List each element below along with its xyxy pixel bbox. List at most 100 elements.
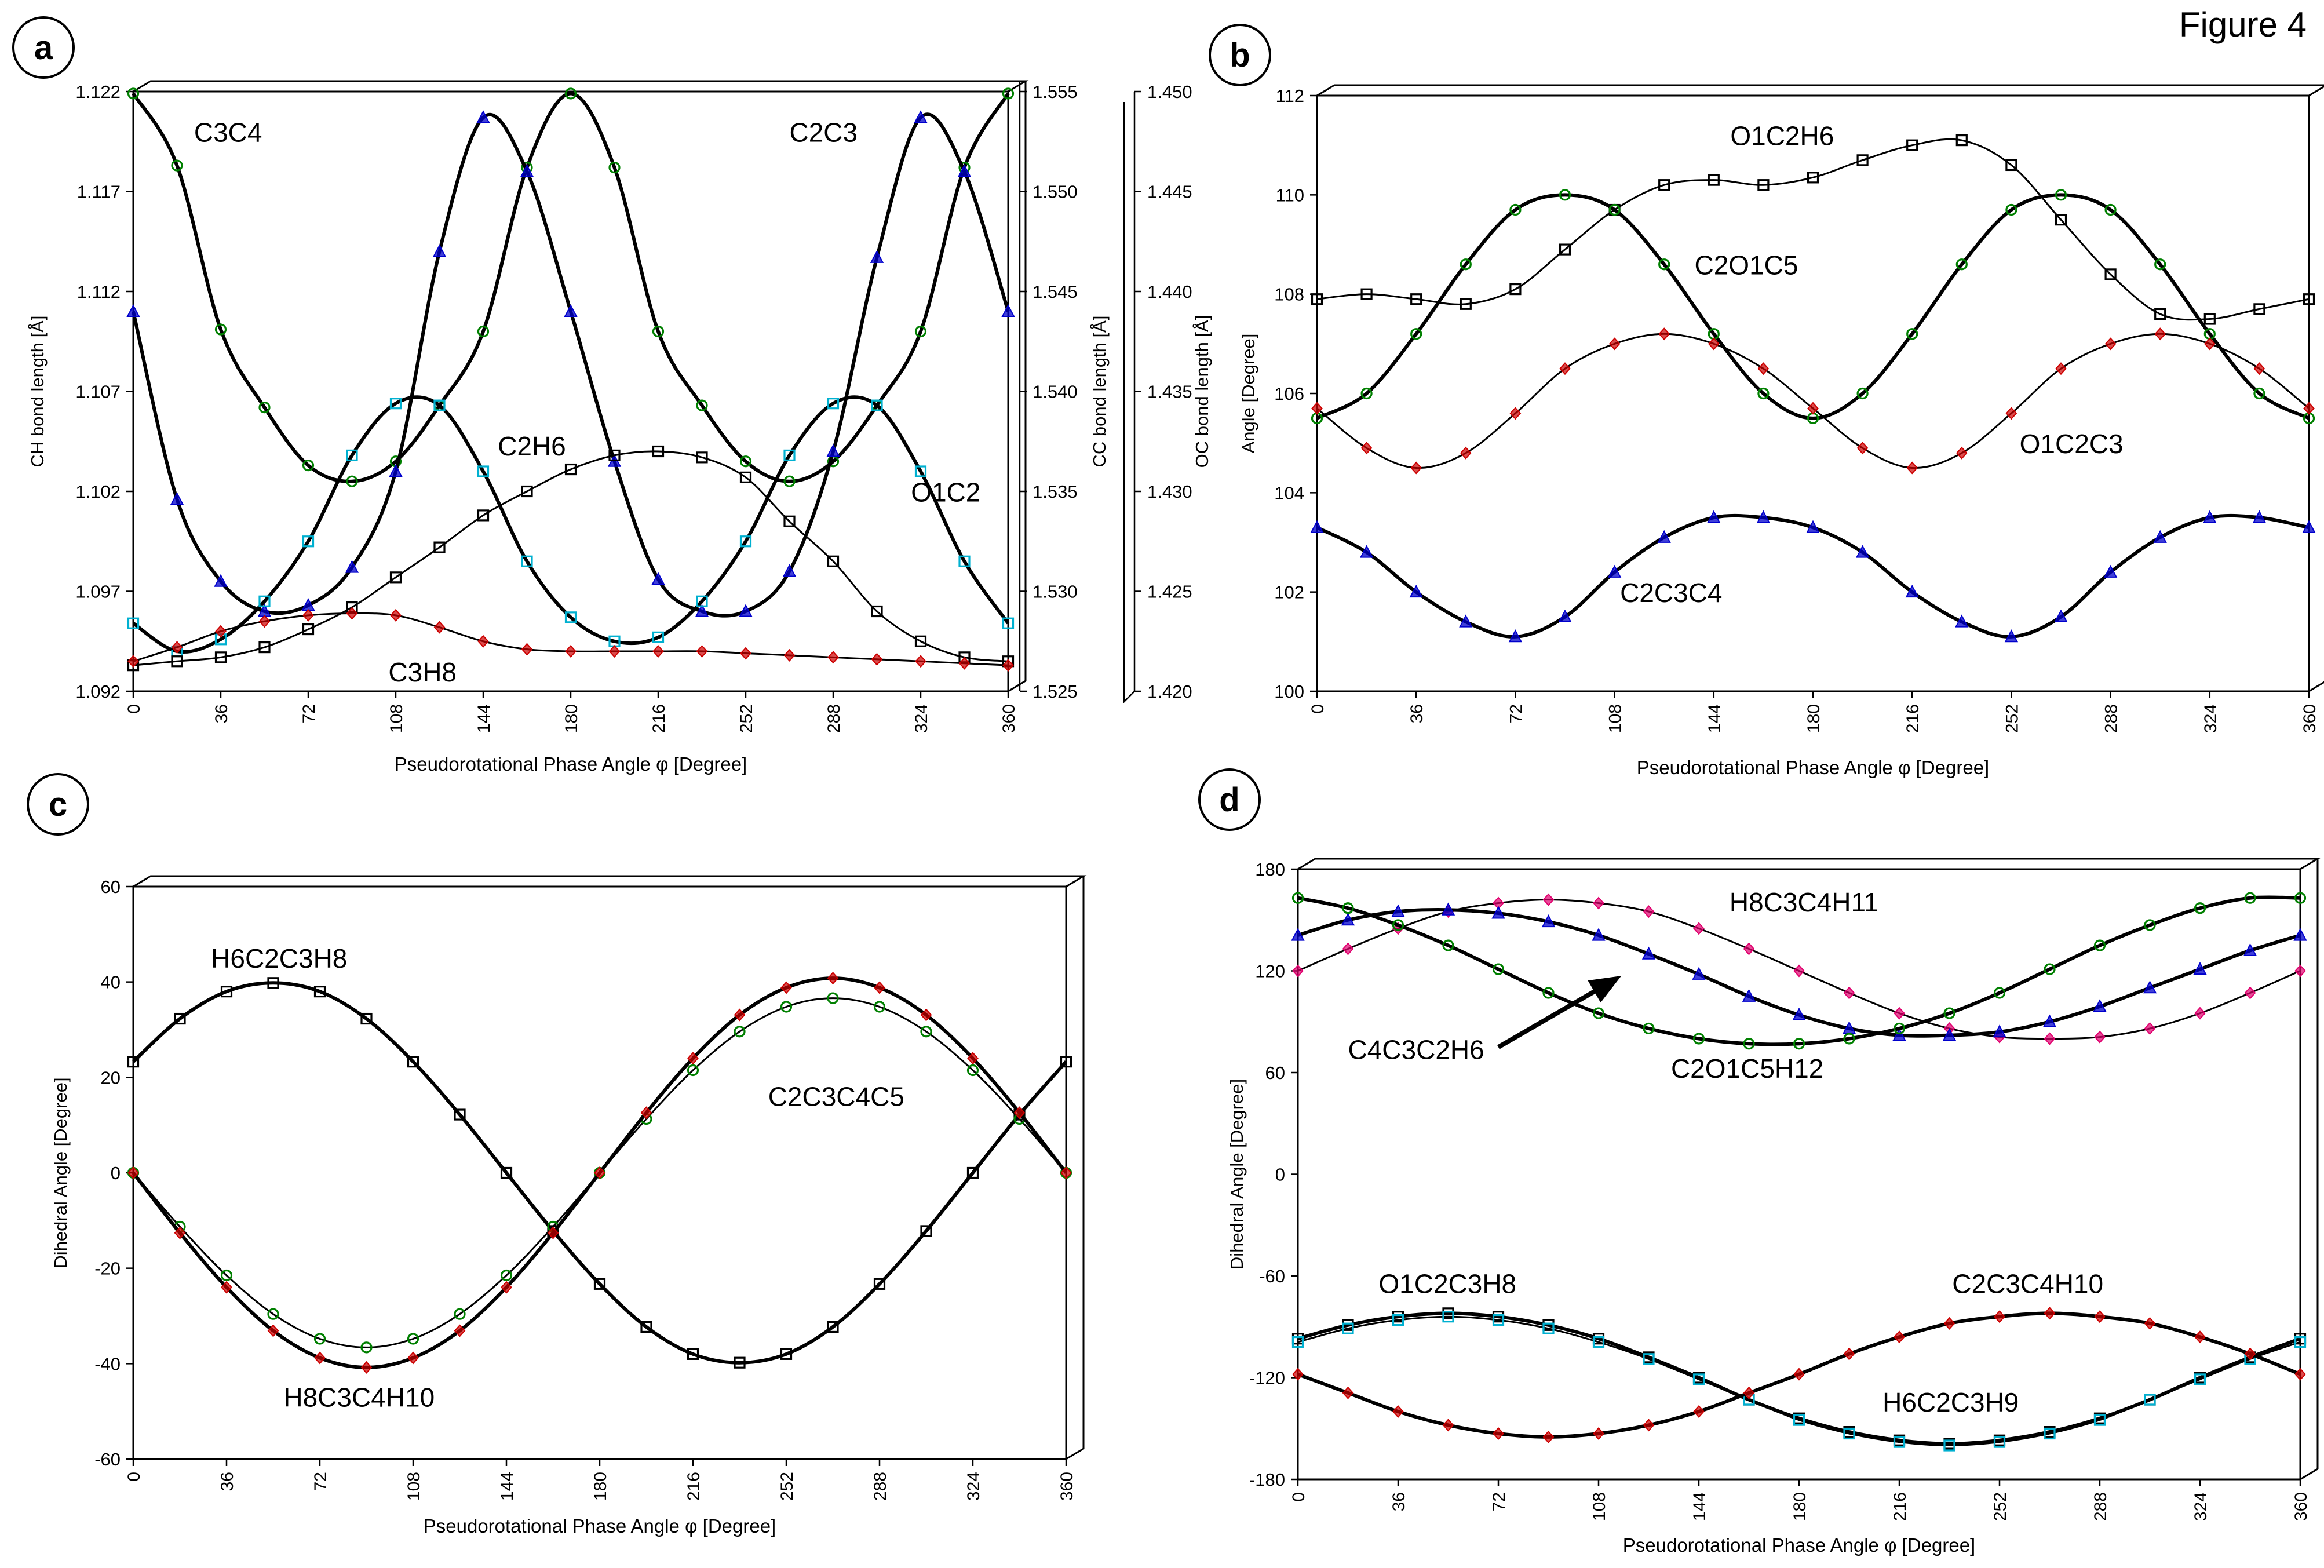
data-point xyxy=(1442,1419,1454,1432)
data-point xyxy=(565,645,577,658)
data-point xyxy=(1658,258,1670,271)
y-axis-title: CC bond length [Å] xyxy=(1089,316,1110,468)
plot-frame xyxy=(1297,858,2321,1481)
panel-c: c 0 36 72 108 144 180 216 252 288 324 360 Pseudorota… xyxy=(27,773,1087,1537)
data-point xyxy=(827,651,839,664)
data-point xyxy=(2144,1022,2156,1035)
data-point xyxy=(1342,942,1354,956)
data-point xyxy=(346,449,358,462)
y-axis-title: Dihedral Angle [Degree] xyxy=(1227,1079,1247,1270)
x-tick-label: 144 xyxy=(1705,704,1724,733)
data-point xyxy=(2144,1394,2156,1406)
x-axis: 0 36 72 108 144 180 216 252 288 324 360 xyxy=(1308,691,2319,733)
data-point xyxy=(1542,893,1555,906)
data-point xyxy=(1643,905,1655,918)
data-point xyxy=(1955,446,1968,460)
data-point xyxy=(783,449,796,462)
data-point xyxy=(1708,337,1720,351)
data-point xyxy=(1993,987,2006,999)
panel-badge-c: c xyxy=(27,773,89,836)
data-point xyxy=(739,455,752,468)
x-tick-label: 288 xyxy=(2091,1492,2110,1521)
data-point xyxy=(1442,939,1454,951)
data-point xyxy=(389,571,402,584)
y-tick-label: 106 xyxy=(1274,384,1304,404)
data-point xyxy=(966,1166,979,1179)
x-tick-label: 216 xyxy=(1903,704,1922,733)
data-point xyxy=(696,399,708,411)
data-point xyxy=(1757,387,1770,400)
data-point xyxy=(267,1308,279,1320)
data-point xyxy=(1692,1033,1705,1045)
data-point xyxy=(520,164,534,177)
x-axis: 0 36 72 108 144 180 216 252 288 324 360 xyxy=(125,1459,1077,1501)
y-tick-label: 40 xyxy=(101,972,121,993)
data-point xyxy=(1693,922,1705,935)
data-point xyxy=(1542,1322,1555,1334)
data-point xyxy=(826,444,840,457)
series-line xyxy=(1297,895,2301,1046)
data-point xyxy=(2104,203,2117,216)
data-point xyxy=(652,325,665,338)
panel-badge-circle xyxy=(1209,24,1271,86)
data-point xyxy=(1806,520,1820,533)
data-point xyxy=(914,110,928,123)
plot-area-border xyxy=(1297,868,2301,1481)
data-point xyxy=(407,1351,419,1365)
data-point xyxy=(1893,1436,1906,1448)
series-label-C2O1C5: C2O1C5 xyxy=(1695,250,1798,280)
y-tick-label: 1.097 xyxy=(75,582,121,602)
series-C2C3C4 xyxy=(1310,510,2316,643)
data-point xyxy=(1906,139,1918,151)
data-point xyxy=(302,623,315,636)
data-point xyxy=(2044,1307,2056,1320)
series-label-C2C3: C2C3 xyxy=(790,117,858,147)
data-point xyxy=(1292,1368,1304,1381)
data-point xyxy=(2294,964,2306,978)
y-tick-label: 0 xyxy=(1275,1165,1285,1185)
y-axis-ch: 1.092 1.097 1.102 1.107 1.112 1.117 1.122 CH bo… xyxy=(27,82,133,702)
x-tick-label: 216 xyxy=(650,704,669,733)
frame-right-depth xyxy=(2308,681,2324,692)
data-point xyxy=(1793,1368,1805,1381)
series-label-O1C2C3H8: O1C2C3H8 xyxy=(1378,1268,1516,1299)
data-point xyxy=(687,1064,699,1077)
series-label-H6C2C3H8: H6C2C3H8 xyxy=(211,943,347,973)
data-point xyxy=(1693,1405,1705,1418)
figure-title: Figure 4 xyxy=(2179,5,2307,44)
series-C4C3C2H6 xyxy=(1291,902,2307,1041)
data-point xyxy=(1658,179,1670,191)
data-point xyxy=(1793,1038,1805,1050)
data-point xyxy=(127,617,140,629)
frame-top-depth xyxy=(133,875,1087,888)
data-point xyxy=(127,1056,140,1068)
data-point xyxy=(1658,327,1670,341)
panel-badge-label: d xyxy=(1219,781,1239,819)
data-point xyxy=(258,401,271,414)
data-point xyxy=(1593,896,1604,910)
series-line xyxy=(132,112,1010,618)
x-tick-label: 72 xyxy=(1506,704,1526,723)
data-point xyxy=(500,1166,513,1179)
data-point xyxy=(1342,902,1354,914)
data-point xyxy=(214,651,227,663)
data-point xyxy=(1692,1373,1705,1385)
data-point xyxy=(1341,913,1355,926)
y-tick-label: 1.435 xyxy=(1147,382,1192,402)
data-point xyxy=(1643,1022,1655,1035)
y-axis-depth xyxy=(1123,102,1135,704)
data-point xyxy=(1943,1439,1955,1452)
series-line xyxy=(132,92,1010,483)
x-tick-label: 0 xyxy=(125,704,144,714)
y-axis-oc: 1.420 1.425 1.430 1.435 1.440 1.445 1.450 OC bo… xyxy=(1123,82,1212,704)
data-point xyxy=(696,451,708,464)
data-point xyxy=(734,1026,746,1038)
y-tick-label: -120 xyxy=(1249,1368,1285,1388)
data-point xyxy=(1843,1427,1855,1440)
x-tick-label: 360 xyxy=(2292,1492,2311,1521)
panel-d: d 0 36 72 108 144 180 216 252 288 324 360 Pseudorota… xyxy=(1198,768,2321,1556)
y-tick-label: 1.112 xyxy=(77,282,121,302)
x-tick-label: 108 xyxy=(404,1472,424,1501)
data-point xyxy=(739,535,752,548)
data-point xyxy=(2303,293,2315,305)
